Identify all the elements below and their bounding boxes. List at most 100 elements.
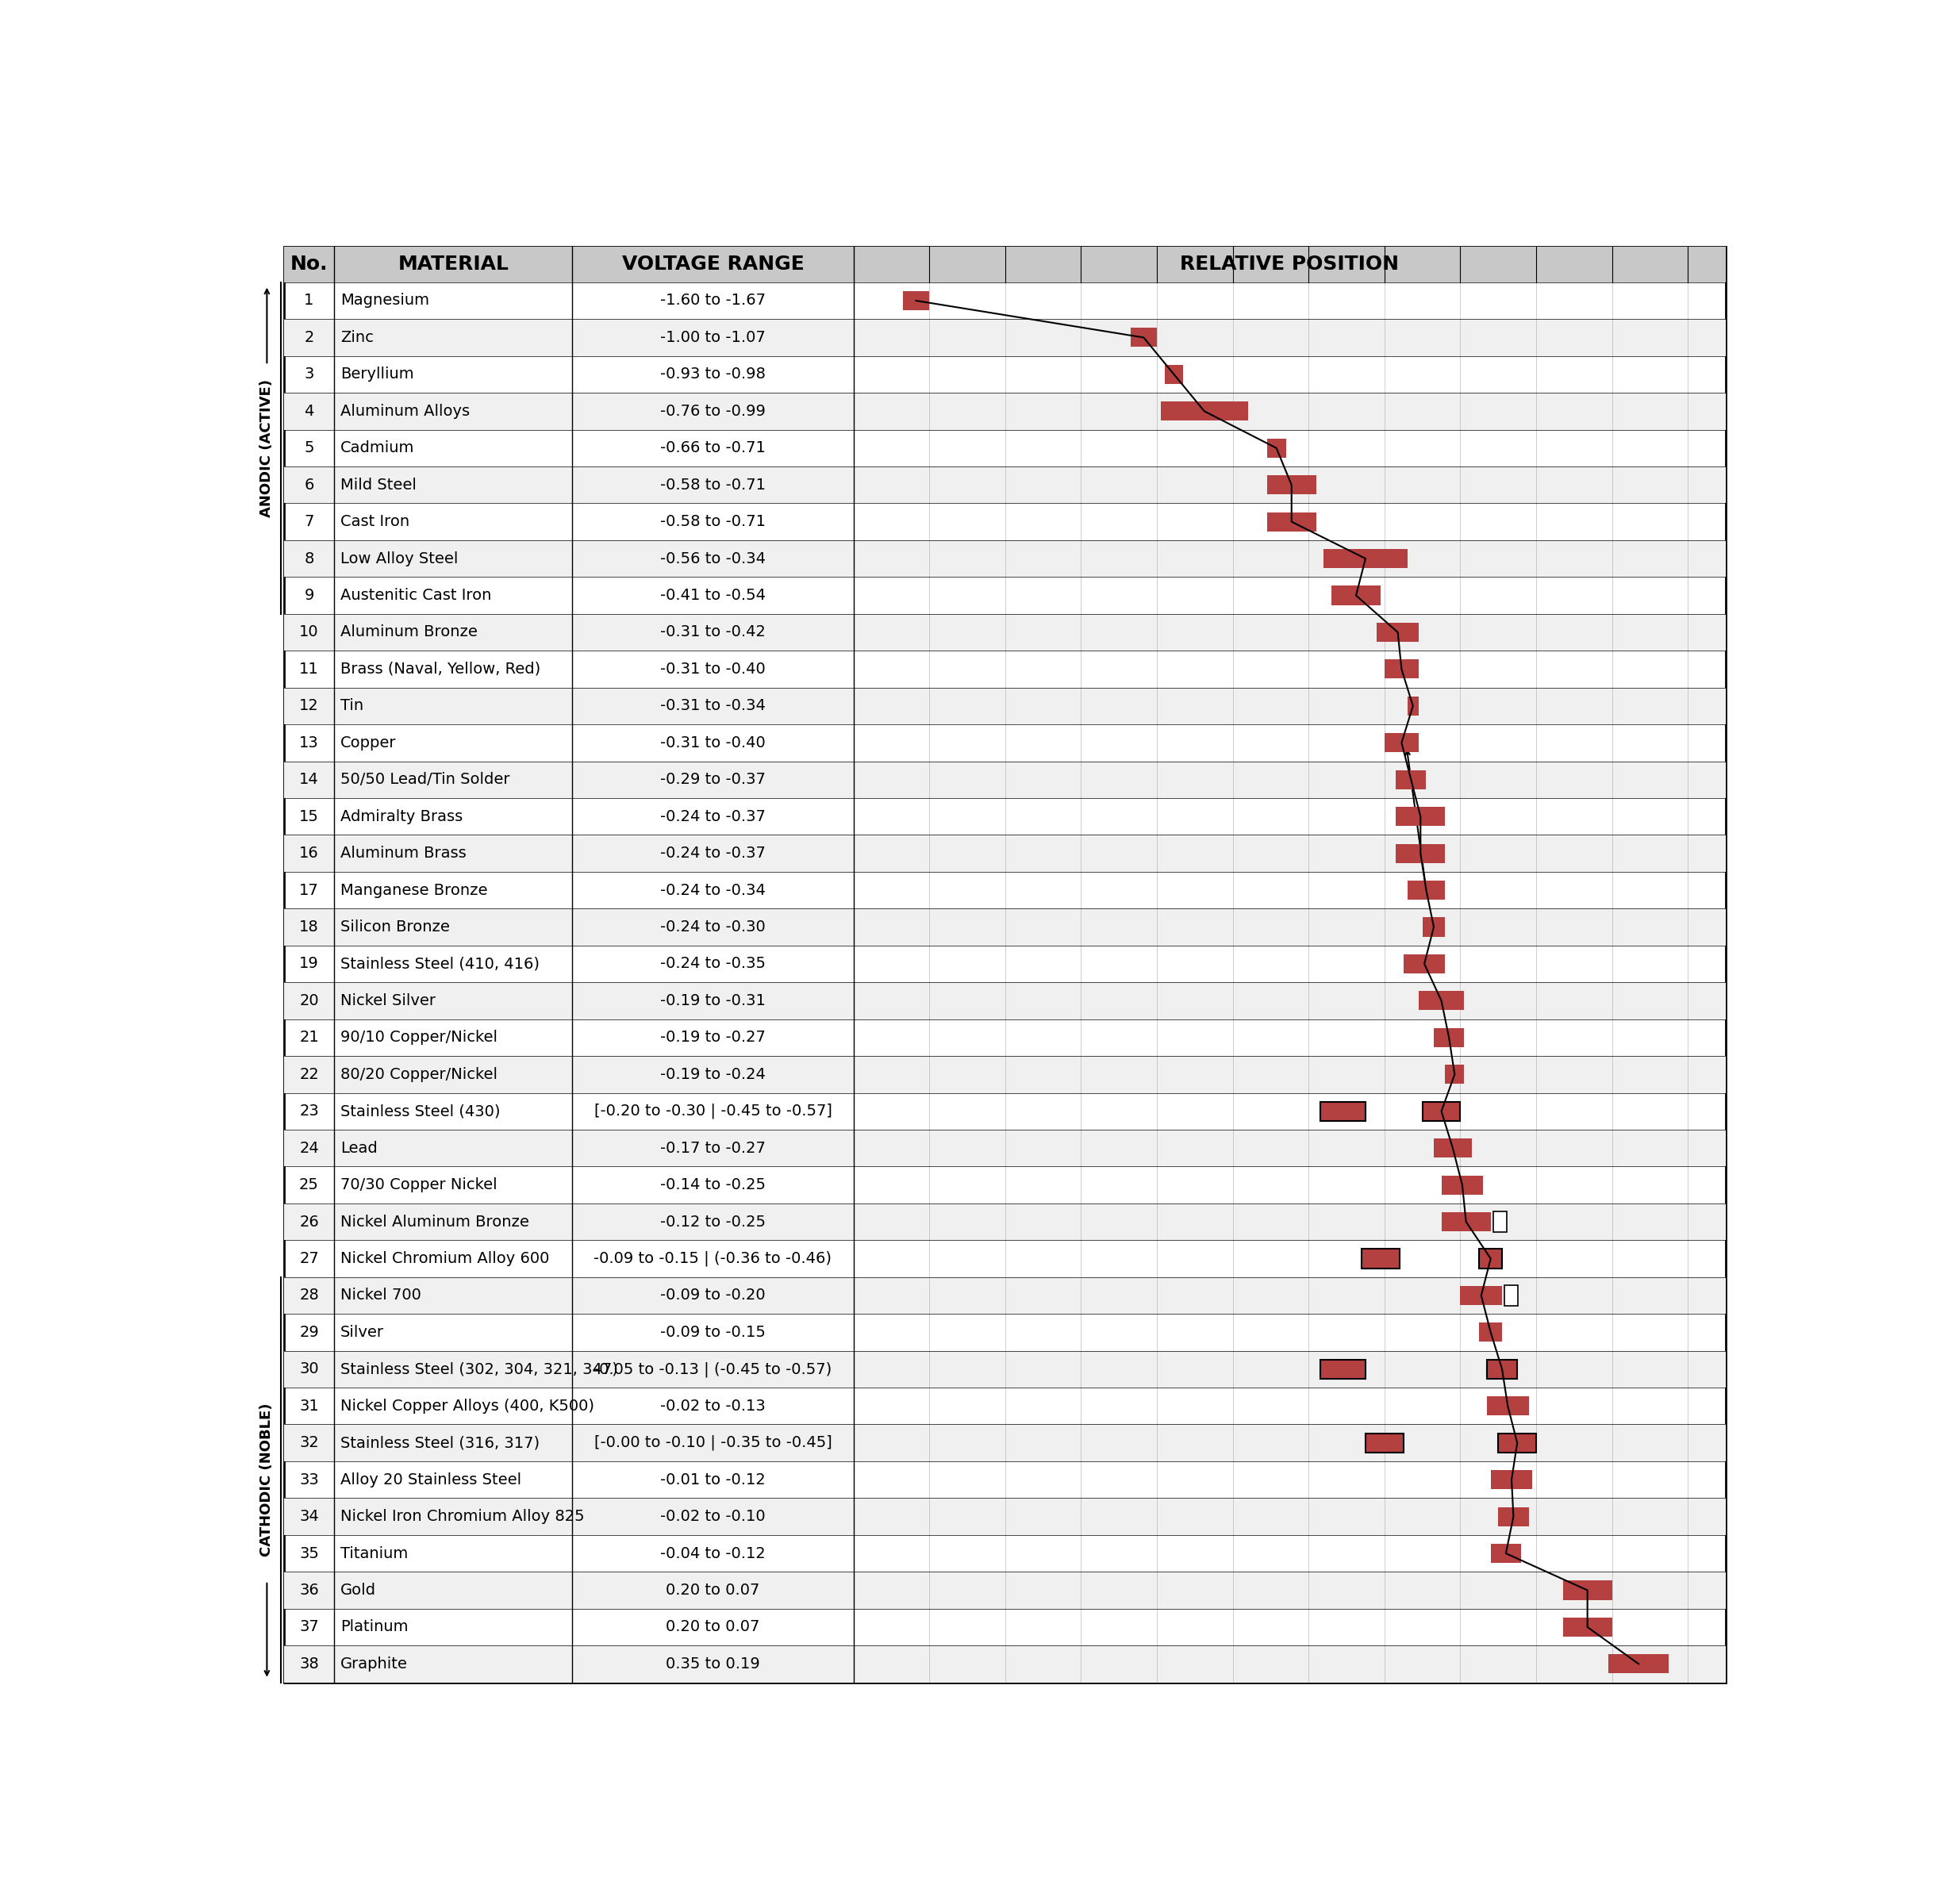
- Text: -0.31 to -0.40: -0.31 to -0.40: [660, 735, 766, 750]
- Text: Tin: Tin: [340, 699, 363, 714]
- Text: -0.29 to -0.37: -0.29 to -0.37: [660, 773, 766, 786]
- Text: ANODIC (ACTIVE): ANODIC (ACTIVE): [260, 379, 274, 518]
- Text: 22: 22: [299, 1066, 318, 1081]
- Text: Cast Iron: Cast Iron: [340, 514, 409, 529]
- Bar: [283, 1350, 1727, 1388]
- Text: Platinum: Platinum: [340, 1620, 407, 1636]
- Text: -0.19 to -0.27: -0.19 to -0.27: [660, 1030, 766, 1045]
- Text: 19: 19: [299, 956, 318, 971]
- Text: 6: 6: [305, 478, 314, 493]
- Bar: [283, 908, 1727, 946]
- Text: 70/30 Copper Nickel: 70/30 Copper Nickel: [340, 1177, 497, 1192]
- Text: 27: 27: [299, 1251, 318, 1266]
- Bar: [1422, 1102, 1461, 1121]
- Bar: [283, 687, 1727, 724]
- Bar: [1490, 1544, 1521, 1563]
- Text: No.: No.: [291, 255, 328, 274]
- Text: Cadmium: Cadmium: [340, 440, 415, 455]
- Bar: [283, 762, 1727, 798]
- Text: 0.20 to 0.07: 0.20 to 0.07: [665, 1582, 760, 1597]
- Text: -1.60 to -1.67: -1.60 to -1.67: [660, 293, 766, 308]
- Text: 21: 21: [299, 1030, 318, 1045]
- Text: Stainless Steel (430): Stainless Steel (430): [340, 1104, 501, 1120]
- Text: 20: 20: [299, 994, 318, 1009]
- Bar: [1366, 1434, 1403, 1453]
- Text: -1.00 to -1.07: -1.00 to -1.07: [660, 329, 766, 345]
- Bar: [1490, 1470, 1533, 1489]
- Text: 23: 23: [299, 1104, 318, 1120]
- Bar: [1498, 1434, 1536, 1453]
- Bar: [1564, 1618, 1612, 1637]
- Text: Gold: Gold: [340, 1582, 376, 1597]
- Text: Silver: Silver: [340, 1325, 384, 1340]
- Bar: [1441, 1175, 1482, 1194]
- Bar: [1385, 659, 1418, 678]
- Text: 31: 31: [299, 1398, 318, 1413]
- Text: -0.31 to -0.40: -0.31 to -0.40: [660, 661, 766, 676]
- Bar: [1164, 366, 1183, 385]
- Text: Low Alloy Steel: Low Alloy Steel: [340, 550, 458, 565]
- Text: CATHODIC (NOBLE): CATHODIC (NOBLE): [260, 1403, 274, 1556]
- Text: -0.58 to -0.71: -0.58 to -0.71: [660, 478, 766, 493]
- Text: Nickel Copper Alloys (400, K500): Nickel Copper Alloys (400, K500): [340, 1398, 594, 1413]
- Text: -0.14 to -0.25: -0.14 to -0.25: [660, 1177, 766, 1192]
- Text: Stainless Steel (410, 416): Stainless Steel (410, 416): [340, 956, 539, 971]
- Text: 38: 38: [299, 1656, 318, 1672]
- Text: -0.24 to -0.30: -0.24 to -0.30: [660, 920, 766, 935]
- Bar: [283, 1573, 1727, 1609]
- Text: -0.17 to -0.27: -0.17 to -0.27: [660, 1140, 766, 1156]
- Bar: [1486, 1396, 1529, 1415]
- Text: 13: 13: [299, 735, 318, 750]
- Text: 15: 15: [299, 809, 318, 824]
- Text: -0.19 to -0.24: -0.19 to -0.24: [660, 1066, 766, 1081]
- Bar: [1480, 1249, 1502, 1268]
- Bar: [1397, 843, 1445, 863]
- Bar: [283, 1424, 1727, 1460]
- Bar: [1422, 918, 1445, 937]
- Text: Zinc: Zinc: [340, 329, 372, 345]
- Text: 32: 32: [299, 1436, 318, 1451]
- Bar: [1486, 1359, 1517, 1378]
- Text: RELATIVE POSITION: RELATIVE POSITION: [1180, 255, 1399, 274]
- Bar: [1267, 438, 1286, 457]
- Text: Aluminum Brass: Aluminum Brass: [340, 845, 466, 861]
- Text: VOLTAGE RANGE: VOLTAGE RANGE: [621, 255, 803, 274]
- Text: 5: 5: [305, 440, 314, 455]
- Text: 16: 16: [299, 845, 318, 861]
- Bar: [902, 291, 929, 310]
- Text: 14: 14: [299, 773, 318, 786]
- Text: Aluminum Bronze: Aluminum Bronze: [340, 625, 477, 640]
- Text: 80/20 Copper/Nickel: 80/20 Copper/Nickel: [340, 1066, 497, 1081]
- Text: -0.01 to -0.12: -0.01 to -0.12: [660, 1472, 766, 1487]
- Bar: [1319, 1102, 1366, 1121]
- Bar: [1486, 1359, 1517, 1378]
- Bar: [283, 1278, 1727, 1314]
- Bar: [283, 1129, 1727, 1167]
- Text: -0.04 to -0.12: -0.04 to -0.12: [660, 1546, 766, 1561]
- Text: Mild Steel: Mild Steel: [340, 478, 417, 493]
- Text: -0.66 to -0.71: -0.66 to -0.71: [660, 440, 766, 455]
- Text: MATERIAL: MATERIAL: [398, 255, 508, 274]
- Bar: [283, 1498, 1727, 1535]
- Text: 29: 29: [299, 1325, 318, 1340]
- Text: 28: 28: [299, 1287, 318, 1302]
- Bar: [1461, 1285, 1502, 1304]
- Text: 25: 25: [299, 1177, 318, 1192]
- Bar: [283, 613, 1727, 651]
- Bar: [1422, 1102, 1461, 1121]
- Text: Graphite: Graphite: [340, 1656, 407, 1672]
- Text: -0.24 to -0.34: -0.24 to -0.34: [660, 883, 766, 897]
- Bar: [283, 466, 1727, 503]
- Text: -0.05 to -0.13 | (-0.45 to -0.57): -0.05 to -0.13 | (-0.45 to -0.57): [594, 1361, 832, 1377]
- Bar: [1498, 1506, 1529, 1527]
- Text: Manganese Bronze: Manganese Bronze: [340, 883, 487, 897]
- Text: Admiralty Brass: Admiralty Brass: [340, 809, 462, 824]
- Bar: [1267, 476, 1315, 495]
- Bar: [1323, 548, 1406, 567]
- Text: Silicon Bronze: Silicon Bronze: [340, 920, 450, 935]
- Text: -0.41 to -0.54: -0.41 to -0.54: [660, 588, 766, 604]
- Bar: [1494, 1211, 1507, 1232]
- Text: 34: 34: [299, 1510, 318, 1523]
- Text: Alloy 20 Stainless Steel: Alloy 20 Stainless Steel: [340, 1472, 522, 1487]
- Text: 2: 2: [305, 329, 314, 345]
